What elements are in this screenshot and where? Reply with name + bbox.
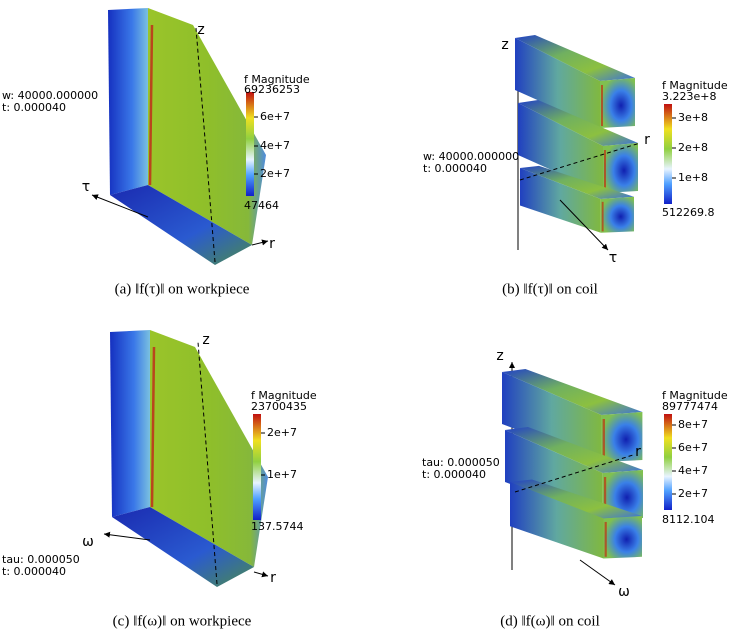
colorbar-tick-label: 2e+7	[678, 487, 708, 500]
colorbar	[253, 414, 261, 520]
colorbar-tick-label: 8e+7	[678, 418, 708, 431]
axis-label: τ	[82, 179, 90, 195]
colorbar-max: 69236253	[244, 83, 300, 96]
axis-label: r	[644, 132, 650, 148]
colorbar-tick-label: 4e+7	[678, 464, 708, 477]
parameter: t: 0.000040	[2, 565, 66, 578]
colorbar	[664, 414, 672, 510]
colorbar-tick-label: 4e+7	[260, 139, 290, 152]
colorbar-min: 47464	[244, 199, 279, 212]
coil-b	[515, 35, 640, 250]
axis-label: ω	[618, 584, 630, 600]
colorbar-min: 512269.8	[662, 206, 715, 219]
colorbar-tick-label: 6e+7	[260, 110, 290, 123]
caption: (d) ‖f(ω)‖ on coil	[500, 613, 600, 629]
colorbar-max: 3.223e+8	[662, 90, 716, 103]
colorbar-tick-label: 1e+8	[678, 171, 708, 184]
colorbar-max: 23700435	[251, 400, 307, 413]
caption: (a) ‖f(τ)‖ on workpiece	[115, 281, 250, 297]
parameter: t: 0.000040	[2, 101, 66, 114]
colorbar-tick-label: 1e+7	[267, 468, 297, 481]
axis-label: r	[270, 570, 276, 586]
caption: (c) ‖f(ω)‖ on workpiece	[113, 613, 252, 629]
axis-label: ω	[82, 534, 94, 550]
workpiece-a	[92, 8, 268, 265]
caption: (b) ‖f(τ)‖ on coil	[502, 281, 598, 297]
axis-label: r	[269, 236, 275, 252]
colorbar-tick-label: 2e+7	[267, 426, 297, 439]
colorbar-tick-label: 3e+8	[678, 111, 708, 124]
colorbar-tick-label: 2e+8	[678, 141, 708, 154]
axis-label: τ	[609, 250, 617, 266]
colorbar-max: 89777474	[662, 400, 718, 413]
colorbar-tick-label: 6e+7	[678, 441, 708, 454]
colorbar-min: 8112.104	[662, 513, 715, 526]
colorbar	[664, 104, 672, 204]
workpiece-c	[104, 330, 268, 587]
axis-label: z	[496, 348, 503, 364]
colorbar-tick-label: 2e+7	[260, 167, 290, 180]
parameter: t: 0.000040	[423, 162, 487, 175]
parameter: t: 0.000040	[422, 468, 486, 481]
axis-label: z	[501, 37, 508, 53]
axis-label: z	[197, 22, 204, 38]
coil-d	[502, 362, 643, 585]
axis-label: z	[202, 332, 209, 348]
colorbar	[246, 92, 254, 196]
colorbar-min: 137.5744	[251, 520, 304, 533]
axis-label: r	[635, 444, 641, 460]
figure: (a) ‖f(τ)‖ on workpiecew: 40000.000000t:…	[0, 0, 731, 637]
